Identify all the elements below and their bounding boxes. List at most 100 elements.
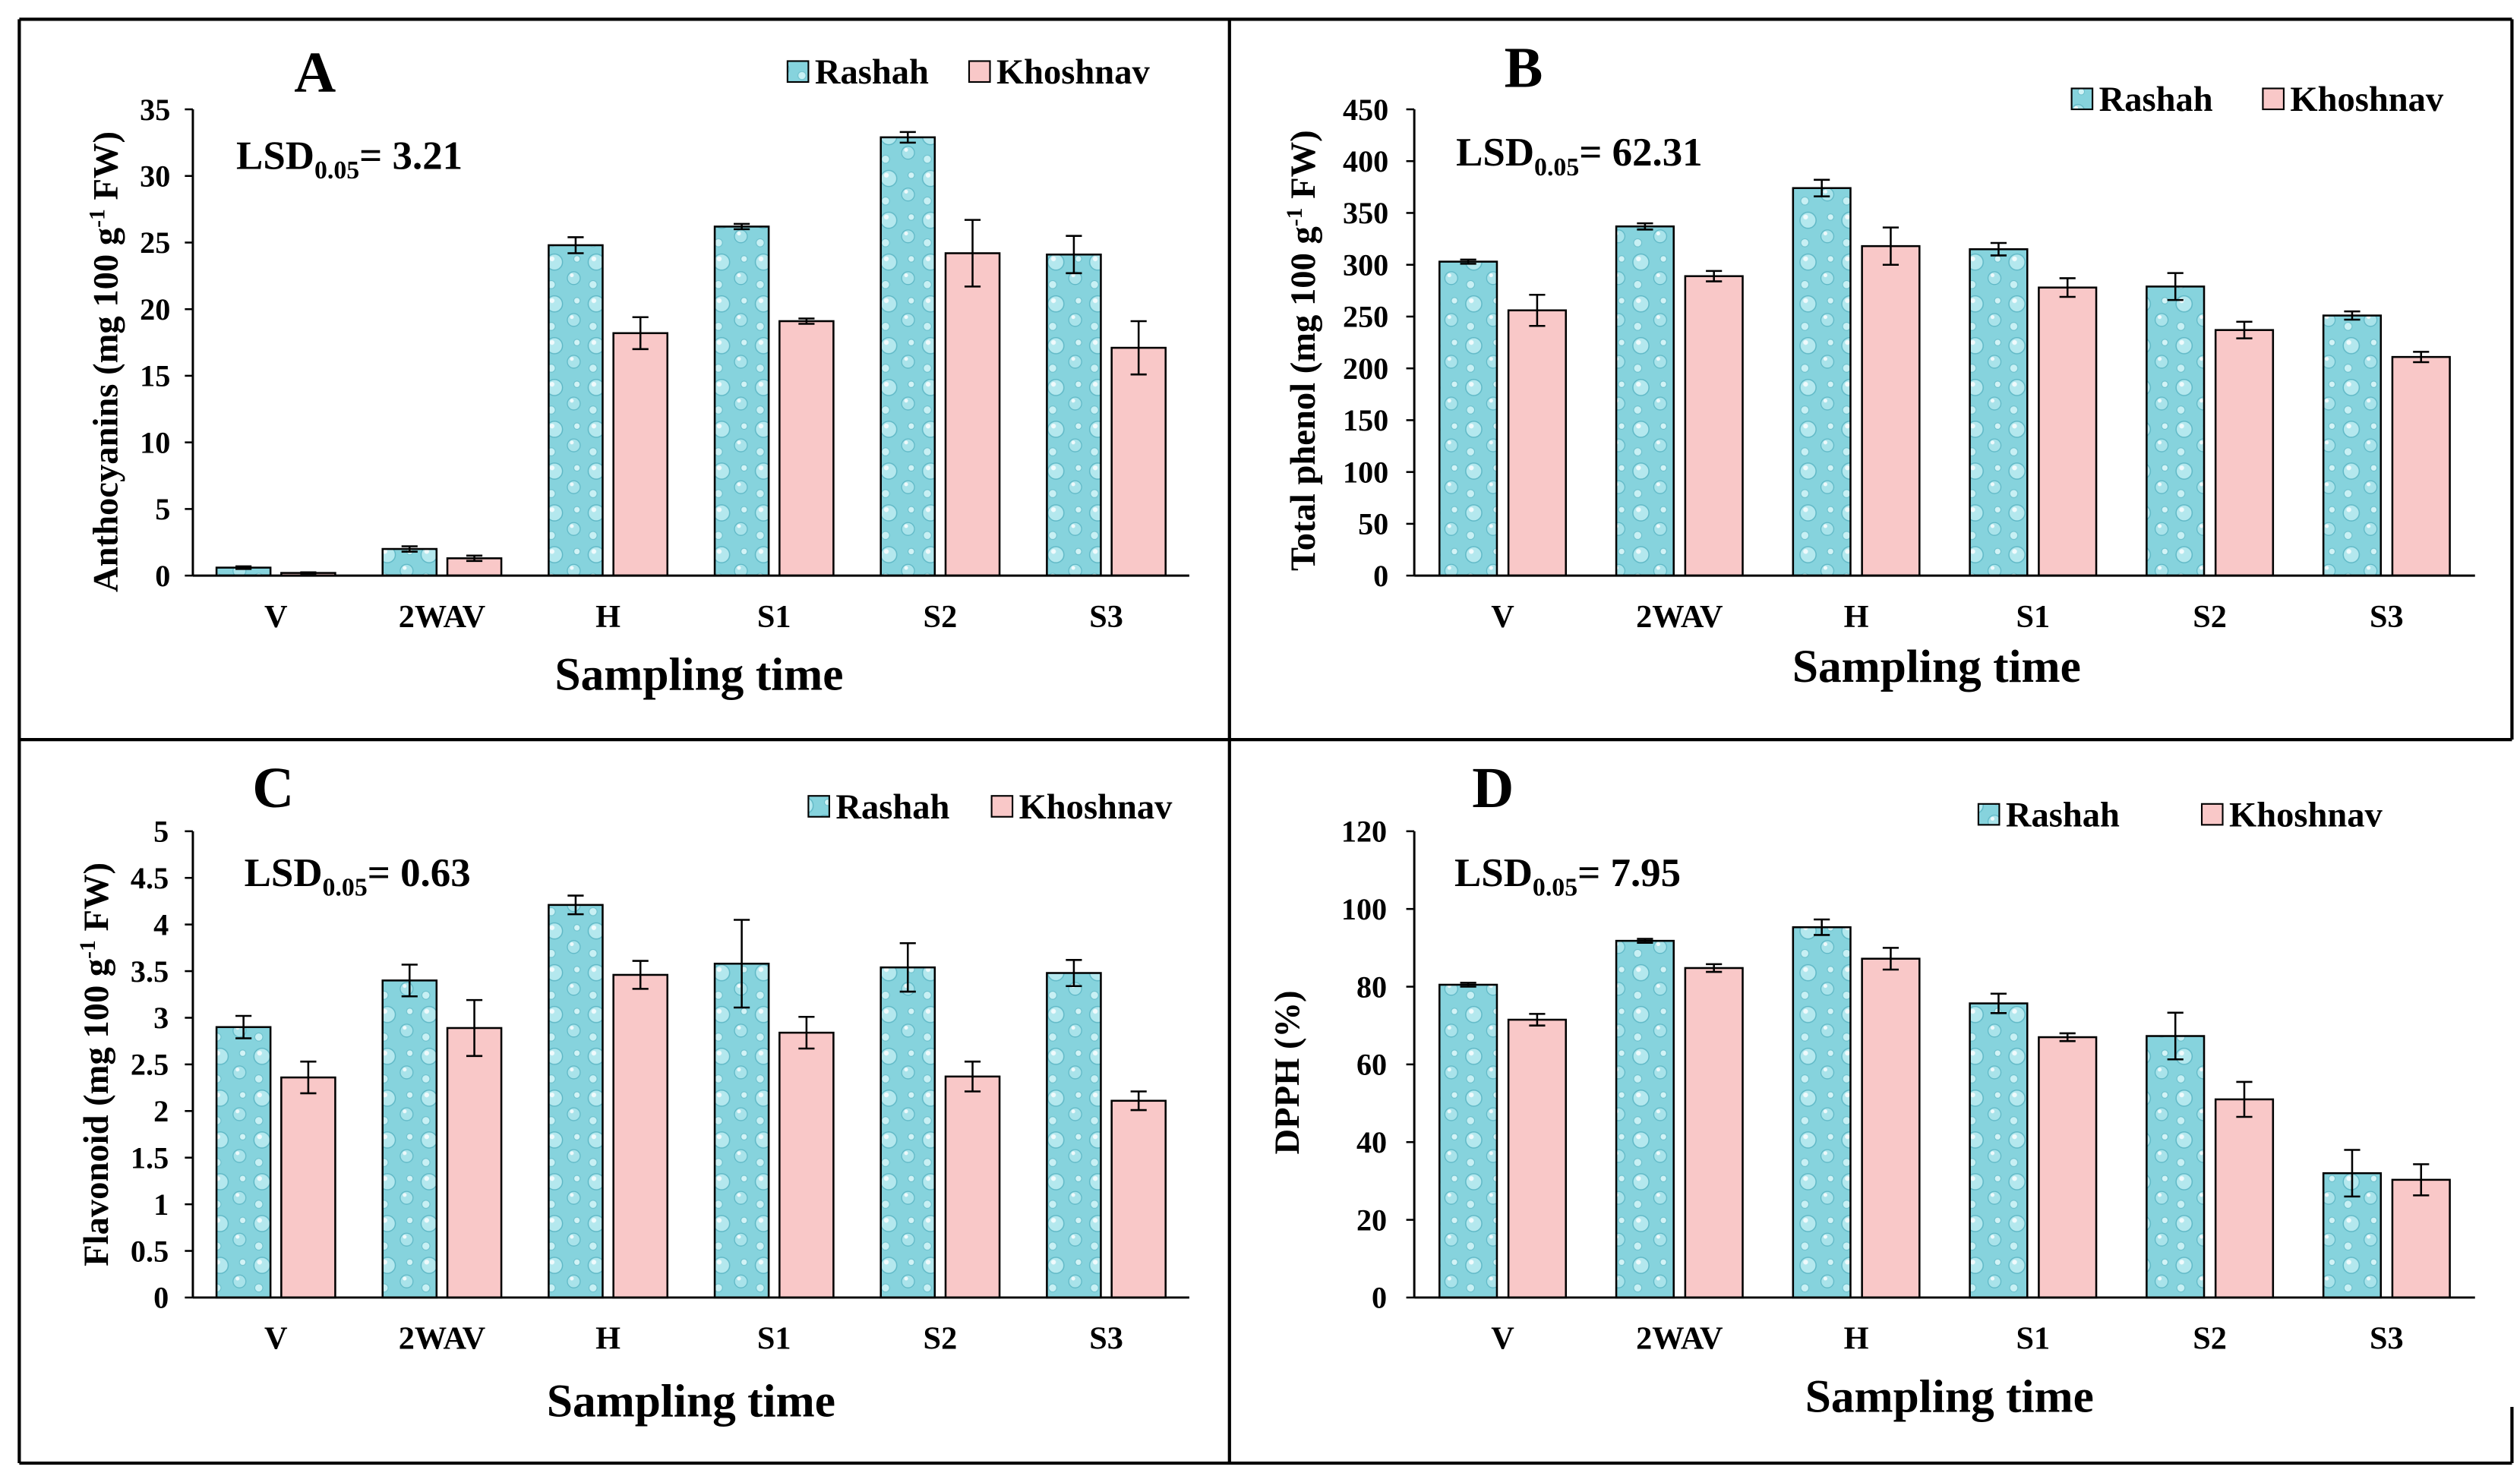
y-tick-label: 2 [153, 1094, 169, 1128]
error-bar-khoshnav-h [632, 960, 649, 990]
x-category-label: S2 [924, 599, 958, 635]
x-category-label: H [595, 1321, 621, 1357]
legend-label: Khoshnav [2290, 80, 2444, 119]
y-tick-label: 1 [153, 1187, 169, 1222]
y-tick-label: 5 [153, 815, 169, 849]
x-category-label: H [595, 599, 621, 635]
bar-rashah-2wav [1615, 939, 1675, 1299]
bar-rashah-s3 [1046, 972, 1102, 1299]
bar-khoshnav-s1 [778, 1031, 835, 1299]
bar-rashah-2wav [381, 547, 438, 577]
panel-label: C [252, 756, 294, 820]
bar-rashah-s1 [713, 962, 770, 1299]
y-tick-label: 300 [1343, 248, 1388, 282]
y-tick-label: 3.5 [131, 954, 169, 989]
y-axis-title: Anthocyanins (mg 100 g-1 FW) [86, 131, 126, 592]
y-tick-label: 4 [153, 907, 169, 941]
lsd-annotation: LSD0.05= 62.31 [1456, 131, 1702, 181]
x-category-label: V [264, 599, 288, 635]
error-bar-rashah-s3 [1066, 959, 1082, 987]
y-tick-label: 350 [1343, 196, 1388, 230]
error-bar-khoshnav-v [300, 1060, 317, 1095]
y-tick-label: 25 [140, 226, 170, 260]
y-tick-label: 400 [1343, 144, 1388, 178]
lsd-value: = 62.31 [1579, 131, 1702, 175]
x-category-label: S3 [2370, 1321, 2404, 1357]
y-tick-label: 0 [1372, 1281, 1387, 1315]
bar-rashah-v [215, 1026, 272, 1299]
bar-rashah-s1 [1969, 1002, 2029, 1299]
error-bar-khoshnav-h [1882, 226, 1899, 266]
y-tick-label: 15 [140, 359, 170, 393]
error-bar-rashah-h [1814, 918, 1830, 936]
x-category-label: V [264, 1321, 288, 1357]
error-bar-rashah-2wav [401, 545, 418, 553]
error-bar-rashah-s1 [734, 919, 750, 1009]
error-bar-khoshnav-2wav [466, 554, 483, 563]
y-tick-label: 80 [1356, 970, 1387, 1004]
error-bar-rashah-s2 [899, 941, 916, 993]
x-category-label: H [1844, 1321, 1869, 1357]
y-axis-title: Total phenol (mg 100 g-1 FW) [1283, 130, 1323, 571]
legend-swatch-rashah [807, 795, 830, 818]
error-bar-khoshnav-s2 [964, 1060, 981, 1093]
bar-rashah-s1 [713, 226, 770, 577]
bar-khoshnav-s3 [1110, 346, 1167, 577]
legend-label: Rashah [2099, 80, 2213, 119]
y-tick-label: 4.5 [131, 861, 169, 895]
bar-khoshnav-2wav [1684, 275, 1744, 577]
bar-khoshnav-s2 [944, 252, 1001, 577]
legend-entry-rashah: Rashah [2070, 80, 2213, 119]
y-tick-label: 250 [1343, 300, 1388, 334]
x-category-label: 2WAV [1636, 1321, 1723, 1357]
y-tick-label: 35 [140, 93, 170, 127]
y-tick-label: 0.5 [131, 1234, 169, 1268]
y-axis-title-text: Anthocyanins (mg 100 g [87, 228, 125, 592]
lsd-label: LSD [1454, 851, 1533, 895]
bar-khoshnav-s3 [2391, 1178, 2451, 1299]
legend-entry-rashah: Rashah [786, 53, 929, 92]
error-bar-khoshnav-h [632, 316, 649, 351]
bar-rashah-s2 [2146, 1035, 2206, 1299]
error-bar-khoshnav-s1 [2059, 1032, 2076, 1042]
panel-borders [17, 17, 2514, 1465]
y-tick-label: 20 [140, 292, 170, 326]
error-bar-rashah-s2 [899, 131, 916, 144]
bar-khoshnav-h [612, 973, 669, 1299]
bar-rashah-s2 [879, 966, 936, 1299]
error-bar-khoshnav-2wav [1706, 963, 1723, 973]
error-bar-khoshnav-s3 [1130, 320, 1147, 376]
error-bar-rashah-s3 [2344, 1149, 2361, 1198]
y-tick-label: 150 [1343, 403, 1388, 437]
bar-khoshnav-v [1507, 309, 1568, 577]
lsd-annotation: LSD0.05= 7.95 [1454, 851, 1681, 902]
bar-khoshnav-s2 [2214, 329, 2275, 577]
legend-entry-khoshnav: Khoshnav [990, 788, 1173, 827]
bar-khoshnav-s1 [2038, 286, 2098, 577]
y-tick-label: 120 [1341, 815, 1387, 849]
y-tick-label: 5 [155, 492, 170, 526]
legend-swatch-khoshnav [990, 795, 1014, 818]
lsd-label: LSD [1456, 131, 1534, 175]
x-category-label: S1 [757, 599, 791, 635]
bar-khoshnav-s1 [778, 320, 835, 577]
bar-khoshnav-h [1861, 957, 1921, 1299]
lsd-subscript: 0.05 [1533, 874, 1577, 902]
bar-rashah-h [1792, 926, 1852, 1299]
error-bar-khoshnav-h [1882, 947, 1899, 971]
y-tick-label: 3 [153, 1001, 169, 1035]
panel-c: 0 0.5 1 1.5 2 2.5 3 3.5 4 4.5 5 V 2WAV H S1 S2 S3 C Rashah… [76, 756, 1189, 1427]
bar-khoshnav-2wav [1684, 967, 1744, 1299]
x-category-label: S2 [924, 1321, 958, 1357]
error-bar-khoshnav-s1 [2059, 277, 2076, 298]
bar-rashah-v [1438, 260, 1498, 577]
y-tick-label: 30 [140, 159, 170, 193]
y-tick-label: 10 [140, 425, 170, 459]
y-tick-label: 0 [153, 1281, 169, 1315]
y-tick-label: 50 [1358, 507, 1388, 541]
bar-khoshnav-h [612, 332, 669, 577]
error-bar-rashah-s1 [1990, 241, 2007, 257]
bar-khoshnav-v [280, 1076, 336, 1299]
y-axis-title-text: Total phenol (mg 100 g [1284, 226, 1323, 571]
lsd-subscript: 0.05 [1534, 153, 1579, 181]
